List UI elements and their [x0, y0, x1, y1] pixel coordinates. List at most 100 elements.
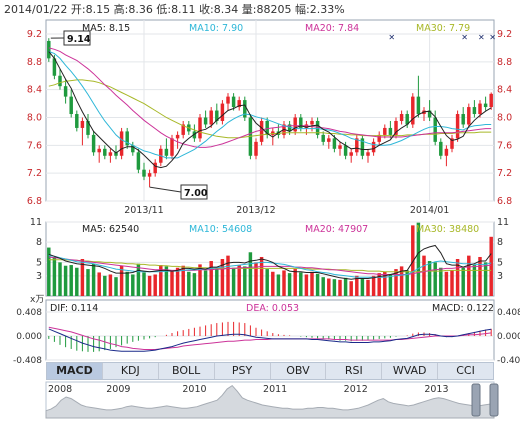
candle-body — [405, 114, 409, 125]
candle-body — [254, 141, 258, 156]
price-y-tick-left: 7.2 — [27, 168, 42, 179]
volume-bar — [170, 270, 174, 296]
candle-body — [91, 134, 96, 153]
volume-bar — [282, 270, 286, 296]
candle-body — [321, 134, 325, 142]
indicator-tabs: MACD KDJ BOLL PSY OBV RSI WVAD CCI — [46, 362, 494, 380]
tab-rsi[interactable]: RSI — [326, 363, 383, 379]
volume-panel: 11 11 8 8 5 5 3 3 — [30, 217, 509, 297]
volume-bar — [327, 278, 331, 296]
candle-body — [164, 148, 169, 156]
candle-body — [394, 120, 398, 135]
candle-body — [125, 131, 129, 146]
candle-body — [237, 100, 241, 108]
candle-body — [444, 148, 449, 156]
volume-bar — [439, 267, 443, 296]
price-y-tick-left: 6.8 — [27, 196, 42, 207]
candle-body — [203, 117, 208, 125]
candle-body — [86, 120, 90, 135]
tab-wvad[interactable]: WVAD — [382, 363, 439, 379]
macd-y-tick-right: 0.408 — [497, 308, 520, 318]
volume-bar — [394, 269, 398, 296]
volume-bar — [136, 263, 141, 296]
low-value: 8.11 — [171, 3, 196, 16]
price-y-tick-left: 9.2 — [27, 29, 42, 40]
candle-body — [478, 103, 482, 115]
candle-body — [119, 131, 124, 156]
candle-body — [360, 138, 365, 156]
volume-bar — [175, 267, 180, 296]
candle-body — [315, 120, 320, 135]
volume-y-tick-left: 3 — [36, 271, 42, 282]
price-ma5-line — [48, 51, 492, 169]
price-ma20-line — [48, 47, 492, 148]
tab-macd[interactable]: MACD — [47, 363, 103, 379]
price-x-tick: 2013/12 — [236, 205, 275, 216]
volume-bar — [299, 272, 303, 296]
volume-bar — [422, 255, 426, 296]
volume-bar — [86, 269, 90, 296]
tab-obv[interactable]: OBV — [271, 363, 327, 379]
volume-bar — [69, 265, 73, 296]
overview-x-tick: 2013 — [424, 384, 448, 395]
candle-body — [461, 114, 465, 125]
macd-frame — [45, 299, 495, 361]
quote-summary: 2014/01/22 开:8.15 高:8.36 低:8.11 收:8.34 量… — [4, 1, 345, 17]
tab-boll[interactable]: BOLL — [159, 363, 215, 379]
candle-body — [489, 93, 493, 108]
price-ma10-line — [48, 50, 492, 159]
candle-body — [226, 96, 230, 104]
candle-body — [175, 134, 180, 139]
macd-panel: 0.408 0.408 0.000 0.000 -0.408 -0.408 — [13, 299, 520, 366]
macd-value-label: MACD: 0.122 — [432, 303, 494, 314]
range-handle-right[interactable] — [489, 383, 499, 417]
candle-body — [411, 96, 415, 125]
volume-y-tick-right: 3 — [497, 271, 503, 282]
candle-body — [450, 138, 454, 149]
price-ma10-label: MA10: 7.90 — [189, 23, 243, 34]
volume-bar — [259, 256, 264, 296]
volume-bar — [444, 271, 449, 296]
candle-body — [416, 96, 421, 115]
volume-bar — [427, 261, 432, 296]
tab-cci[interactable]: CCI — [456, 364, 475, 377]
volume-ma5-line — [48, 244, 492, 280]
volume-bar — [366, 279, 370, 296]
macd-y-tick-right: 0.000 — [497, 332, 520, 342]
low-callout: 7.00 — [184, 188, 208, 199]
tab-kdj[interactable]: KDJ — [103, 363, 159, 379]
candle-body — [58, 75, 62, 87]
candle-body — [153, 162, 157, 174]
volume-y-tick-left: 11 — [30, 217, 42, 228]
volume-ma30-label: MA30: 38480 — [416, 224, 479, 235]
volume-bar — [131, 274, 135, 296]
tab-psy[interactable]: PSY — [215, 363, 271, 379]
volume-bar — [80, 259, 85, 296]
high-label: 高: — [113, 3, 129, 16]
volume-y-tick-left: 5 — [36, 257, 42, 268]
candle-body — [243, 100, 247, 118]
volume-bar — [231, 267, 236, 296]
overview-x-tick: 2012 — [344, 384, 368, 395]
candle-body — [472, 107, 477, 115]
price-ma30-label: MA30: 7.79 — [416, 23, 470, 34]
volume-bar — [416, 222, 421, 296]
candle-body — [366, 152, 370, 156]
price-y-tick-right: 7.2 — [497, 168, 512, 179]
volume-ma5-label: MA5: 62540 — [82, 224, 139, 235]
volume-y-tick-right: 5 — [497, 257, 503, 268]
candle-body — [209, 110, 213, 125]
volume-bar — [209, 261, 213, 296]
candle-body — [455, 114, 460, 139]
overview-area — [45, 384, 495, 419]
volume-bar — [203, 270, 208, 296]
candle-body — [467, 107, 471, 125]
range-handle-left[interactable] — [471, 383, 481, 417]
candle-body — [427, 110, 432, 118]
candle-body — [355, 138, 359, 153]
volume-bar — [315, 273, 320, 296]
price-y-tick-left: 8.8 — [27, 57, 42, 68]
price-y-tick-right: 8.8 — [497, 57, 512, 68]
candle-body — [343, 145, 348, 156]
